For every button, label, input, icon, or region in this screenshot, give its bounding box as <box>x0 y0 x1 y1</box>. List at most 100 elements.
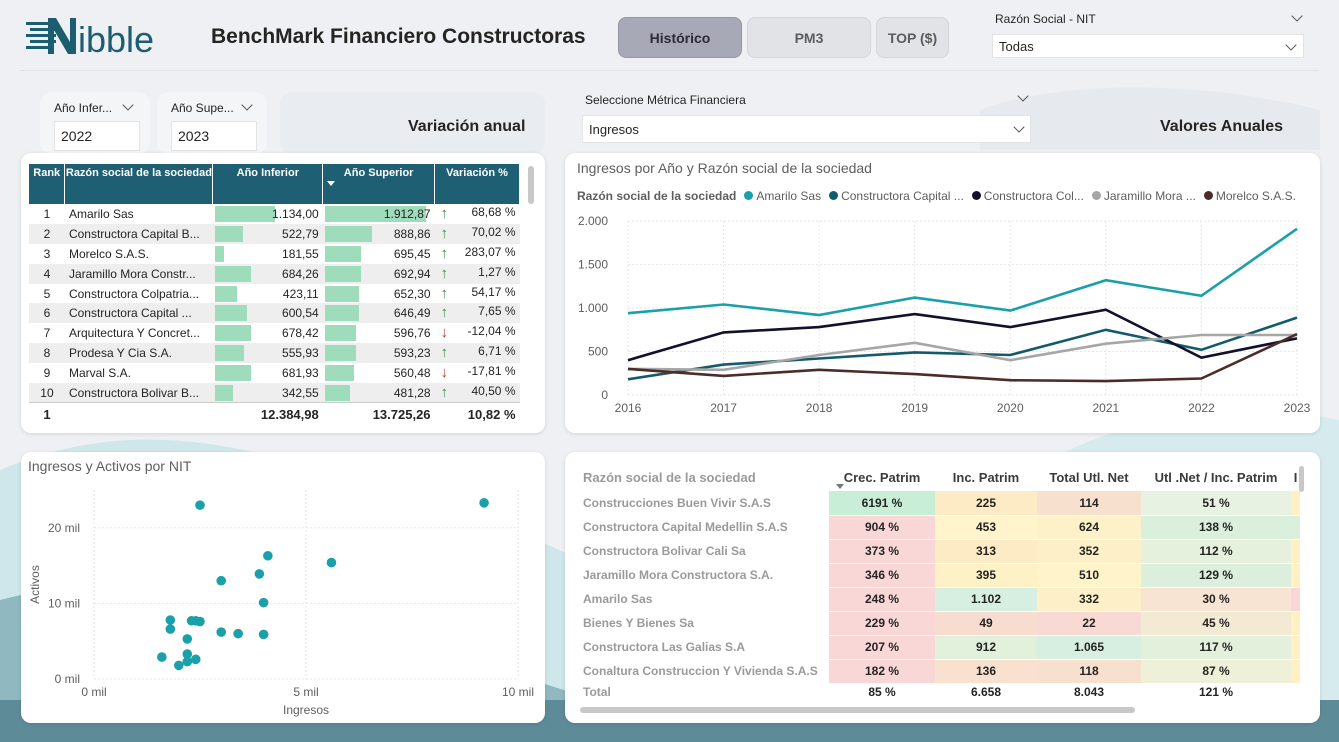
matrix-row[interactable]: Constructora Las Galias S.A 207 % 912 1.065… <box>577 635 1300 660</box>
scatter-point[interactable] <box>263 550 273 561</box>
scatter-point[interactable] <box>254 569 265 579</box>
legend-item-1[interactable]: Constructora Capital ... <box>829 189 964 203</box>
matrix-vertical-scrollbar[interactable] <box>1299 466 1304 492</box>
scatter-point[interactable] <box>190 654 201 665</box>
matrix-header-razon[interactable]: Razón social de la sociedad <box>583 469 756 485</box>
scatter-point[interactable] <box>157 652 167 662</box>
table-row[interactable]: 4 Jaramillo Mora Constr... 684,26 692,94 ↑ 1,… <box>29 263 520 284</box>
table-row[interactable]: 7 Arquitectura Y Concret... 678,42 596,76 ↓ -… <box>29 323 520 343</box>
legend-dot <box>1091 191 1101 200</box>
y-axis-label: Activos <box>28 565 42 604</box>
matrix-header-inc-patrim[interactable]: Inc. Patrim <box>952 469 1020 485</box>
anio-superior-dropdown[interactable]: 2023 <box>171 121 257 151</box>
legend-item-label: Constructora Col... <box>983 189 1084 203</box>
series-line-2[interactable] <box>627 308 1298 362</box>
table-row[interactable]: 5 Constructora Colpatria... 423,11 652,30 ↑ 5… <box>29 284 520 304</box>
matrix-truncated-cell <box>1291 587 1300 612</box>
matrix-ratio-cell: 45 % <box>1141 611 1291 636</box>
matrix-header-truncated[interactable]: I <box>1293 469 1298 485</box>
scatter-point[interactable] <box>182 634 193 644</box>
anio-inferior-dropdown[interactable]: 2022 <box>54 121 140 151</box>
y-tick-label: 20 mil <box>48 521 80 535</box>
scatter-point[interactable] <box>479 498 489 508</box>
matrix-row[interactable]: Jaramillo Mora Constructora S.A. 346 % 395… <box>577 563 1300 588</box>
matrix-horizontal-scrollbar[interactable] <box>580 707 1135 713</box>
line-chart-title: Ingresos por Año y Razón social de la so… <box>577 160 872 176</box>
anio-superior-value: 481,28 <box>393 385 431 400</box>
series-line-4[interactable] <box>627 332 1298 383</box>
matrix-row[interactable]: Constructora Bolivar Cali Sa 373 % 313 352 1… <box>577 539 1300 564</box>
table-row[interactable]: 3 Morelco S.A.S. 181,55 695,45 ↑ 283,07 % <box>29 244 520 264</box>
scatter-point[interactable] <box>182 649 193 659</box>
line-chart-plot[interactable]: 0 500 1.000 1.500 2.000 2016 2017 2018 2019 2020 2… <box>565 205 1320 430</box>
data-bar <box>214 225 243 242</box>
table-row[interactable]: 6 Constructora Capital ... 600,54 646,49 ↑ 7,… <box>29 303 520 324</box>
col-header-variacion[interactable]: Variación % <box>434 164 520 204</box>
series-line-1[interactable] <box>627 316 1298 381</box>
matrix-utl-cell: 114 <box>1037 491 1141 516</box>
arrow-up-icon: ↑ <box>440 204 449 222</box>
anio-superior-cell: 596,76 <box>323 323 435 343</box>
legend-item-4[interactable]: Morelco S.A.S. <box>1203 189 1296 203</box>
matrix-header-utl-net-inc[interactable]: Utl .Net / Inc. Patrim <box>1154 469 1278 485</box>
nav-historico-button[interactable]: Histórico <box>618 17 742 58</box>
razon-social-label: Razón Social - NIT <box>995 12 1096 26</box>
razon-cell: Amarilo Sas <box>68 206 134 221</box>
col-header-anio-inferior[interactable]: Año Inferior <box>212 164 324 204</box>
scatter-point[interactable] <box>233 628 243 639</box>
scatter-point[interactable] <box>165 624 176 634</box>
scatter-point[interactable] <box>195 616 205 627</box>
col-header-razon[interactable]: Razón social de la sociedad <box>64 164 214 204</box>
variacion-value: 283,07 % <box>464 244 516 259</box>
matrix-row[interactable]: Bienes Y Bienes Sa 229 % 49 22 45 % <box>577 611 1300 636</box>
scatter-point[interactable] <box>195 500 205 510</box>
anio-superior-label: Año Supe... <box>171 101 234 115</box>
x-tick-label: 2023 <box>1284 401 1311 415</box>
matrix-ratio-cell: 138 % <box>1141 515 1291 540</box>
matrix-row[interactable]: Construcciones Buen Vivir S.A.S 6191 % 225… <box>577 491 1300 516</box>
matrix-razon-cell: Construcciones Buen Vivir S.A.S <box>577 491 829 516</box>
anio-superior-value: 596,76 <box>393 326 431 341</box>
scatter-point[interactable] <box>174 660 184 671</box>
matrix-row[interactable]: Conaltura Construccion Y Vivienda S.A.S 1… <box>577 659 1300 684</box>
anio-superior-value: 560,48 <box>393 366 431 381</box>
scatter-point[interactable] <box>258 629 269 640</box>
scatter-point[interactable] <box>165 615 176 625</box>
table-row[interactable]: 10 Constructora Bolivar B... 342,55 481,28 ↑… <box>29 383 520 403</box>
anio-superior-value: 888,86 <box>393 226 431 241</box>
scatter-point[interactable] <box>326 557 337 568</box>
matrix-row[interactable]: Amarilo Sas 248 % 1.102 332 30 % <box>577 587 1300 612</box>
legend-item-2[interactable]: Constructora Col... <box>971 189 1084 203</box>
rank-cell: 10 <box>29 383 65 403</box>
nav-top-button[interactable]: TOP ($) <box>876 17 949 58</box>
anio-superior-cell: 481,28 <box>322 383 435 403</box>
nav-pm3-button[interactable]: PM3 <box>747 17 871 58</box>
legend-item-0[interactable]: Amarilo Sas <box>744 189 821 203</box>
series-line-3[interactable] <box>627 333 1297 372</box>
matrix-header-crec-patrim[interactable]: Crec. Patrim <box>829 463 935 491</box>
col-header-rank[interactable]: Rank <box>29 164 66 204</box>
legend-item-3[interactable]: Jaramillo Mora ... <box>1091 189 1196 203</box>
matrix-truncated-cell <box>1291 491 1300 516</box>
table-row[interactable]: 1 Amarilo Sas 1.134,00 1.912,87 ↑ 68,68 % <box>29 204 520 224</box>
legend-dot <box>829 191 839 200</box>
scatter-chart-plot[interactable]: 0 mil 10 mil 20 mil 0 mil 5 mil 10 mil Ingreso… <box>21 478 545 723</box>
scatter-point[interactable] <box>258 597 269 608</box>
scatter-point[interactable] <box>216 627 226 637</box>
scatter-point[interactable] <box>216 575 226 586</box>
razon-social-dropdown[interactable]: Todas <box>992 34 1304 58</box>
table-row[interactable]: 8 Prodesa Y Cia S.A. 555,93 593,23 ↑ 6,71 % <box>29 343 520 364</box>
series-line-0[interactable] <box>627 227 1298 317</box>
scatter-point[interactable] <box>182 656 193 667</box>
anio-superior-cell: 560,48 <box>323 363 435 383</box>
rank-table-scrollbar[interactable] <box>528 166 534 204</box>
sort-desc-icon <box>327 181 336 186</box>
table-row[interactable]: 2 Constructora Capital B... 522,79 888,86 ↑ 7… <box>29 223 520 244</box>
col-header-anio-superior[interactable]: Año Superior <box>322 164 436 204</box>
metrica-dropdown[interactable]: Ingresos <box>582 115 1031 143</box>
anio-superior-cell: 646,49 <box>322 303 435 324</box>
matrix-header-total-utl-net[interactable]: Total Utl. Net <box>1049 469 1129 485</box>
table-row[interactable]: 9 Marval S.A. 681,93 560,48 ↓ -17,81 % <box>29 363 520 383</box>
anio-inferior-value: 684,26 <box>282 266 319 281</box>
matrix-row[interactable]: Constructora Capital Medellin S.A.S 904 %… <box>577 515 1300 540</box>
